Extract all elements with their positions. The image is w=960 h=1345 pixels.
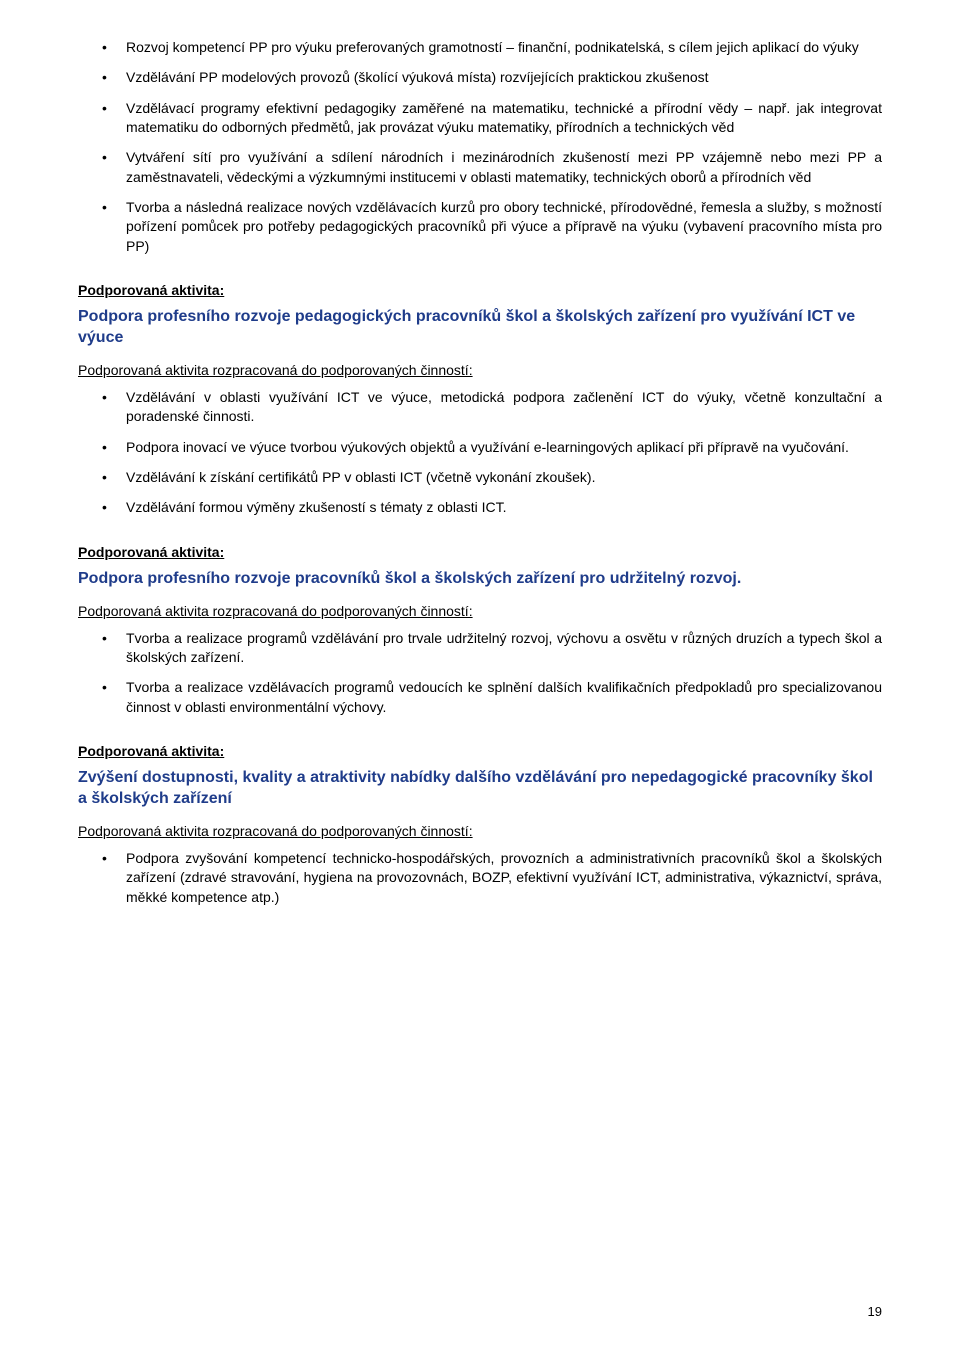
intro-bullet-list: Rozvoj kompetencí PP pro výuku preferova…	[78, 38, 882, 256]
list-item: Tvorba a následná realizace nových vzděl…	[126, 198, 882, 256]
list-item: Podpora zvyšování kompetencí technicko-h…	[126, 849, 882, 907]
breakdown-label: Podporovaná aktivita rozpracovaná do pod…	[78, 362, 882, 378]
activity-label: Podporovaná aktivita:	[78, 544, 882, 560]
list-item: Vzdělávání formou výměny zkušeností s té…	[126, 498, 882, 517]
document-page: Rozvoj kompetencí PP pro výuku preferova…	[0, 0, 960, 1345]
list-item: Vzdělávání PP modelových provozů (školíc…	[126, 68, 882, 87]
breakdown-label: Podporovaná aktivita rozpracovaná do pod…	[78, 603, 882, 619]
activity-label: Podporovaná aktivita:	[78, 282, 882, 298]
section-title: Podpora profesního rozvoje pracovníků šk…	[78, 568, 882, 589]
list-item: Vzdělávání k získání certifikátů PP v ob…	[126, 468, 882, 487]
section-bullet-list: Vzdělávání v oblasti využívání ICT ve vý…	[78, 388, 882, 518]
list-item: Tvorba a realizace programů vzdělávání p…	[126, 629, 882, 668]
section-title: Podpora profesního rozvoje pedagogických…	[78, 306, 882, 348]
list-item: Podpora inovací ve výuce tvorbou výukový…	[126, 438, 882, 457]
list-item: Rozvoj kompetencí PP pro výuku preferova…	[126, 38, 882, 57]
list-item: Tvorba a realizace vzdělávacích programů…	[126, 678, 882, 717]
page-number: 19	[868, 1304, 882, 1319]
breakdown-label: Podporovaná aktivita rozpracovaná do pod…	[78, 823, 882, 839]
list-item: Vzdělávání v oblasti využívání ICT ve vý…	[126, 388, 882, 427]
list-item: Vytváření sítí pro využívání a sdílení n…	[126, 148, 882, 187]
section-bullet-list: Podpora zvyšování kompetencí technicko-h…	[78, 849, 882, 907]
activity-label: Podporovaná aktivita:	[78, 743, 882, 759]
section-bullet-list: Tvorba a realizace programů vzdělávání p…	[78, 629, 882, 717]
list-item: Vzdělávací programy efektivní pedagogiky…	[126, 99, 882, 138]
section-title: Zvýšení dostupnosti, kvality a atraktivi…	[78, 767, 882, 809]
